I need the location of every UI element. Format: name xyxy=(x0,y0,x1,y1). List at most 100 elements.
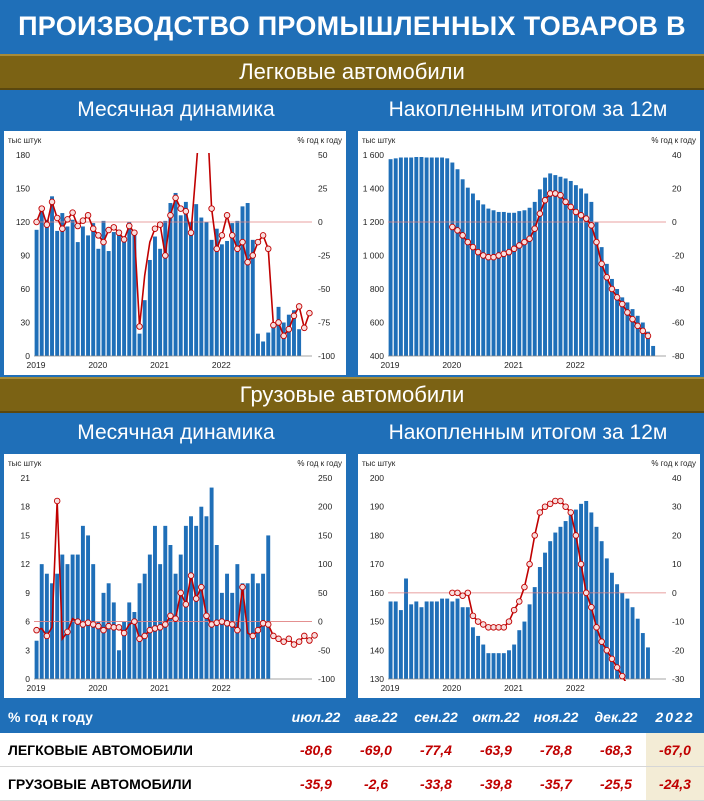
trucks-monthly-svg: тыс штук % год к году 0 3 6 9 12 15 18 21 -100 -50 0… xyxy=(8,459,342,693)
bar xyxy=(219,592,224,679)
trucks-12m-svg: тыс штук % год к году 130 140 150 160 170 180 19… xyxy=(362,459,696,693)
x-tick-label: 2020 xyxy=(88,360,107,370)
bar xyxy=(501,211,506,356)
bar xyxy=(189,222,193,356)
bar xyxy=(96,621,101,679)
table-year-cell: -24,3 xyxy=(646,766,704,801)
bar xyxy=(589,512,594,679)
yoy-point xyxy=(618,300,626,308)
bar xyxy=(266,535,271,679)
bar xyxy=(271,322,276,356)
bar xyxy=(419,607,424,679)
y2-tick-label: 30 xyxy=(672,502,682,512)
y-tick-label: 30 xyxy=(21,318,31,328)
bar xyxy=(491,210,496,356)
y2-tick-label: 0 xyxy=(318,217,323,227)
y2-tick-label: -75 xyxy=(318,318,331,328)
bar xyxy=(111,232,116,356)
bar xyxy=(292,310,296,356)
trucks-12m-title: Накопленным итогом за 12м xyxy=(388,421,668,444)
bar xyxy=(147,259,152,356)
yoy-point xyxy=(43,632,51,640)
bar xyxy=(414,157,419,356)
yoy-point xyxy=(172,194,179,202)
bar xyxy=(230,223,235,356)
bar xyxy=(568,515,573,679)
yoy-point xyxy=(74,222,82,230)
yoy-point xyxy=(213,245,221,253)
yoy-point xyxy=(115,624,123,631)
yoy-point xyxy=(33,626,40,634)
y-tick-label: 180 xyxy=(370,530,384,540)
bar xyxy=(101,220,106,356)
y2-tick-label: -25 xyxy=(318,251,331,261)
bar xyxy=(429,157,434,356)
bar xyxy=(178,554,183,679)
yoy-point xyxy=(239,238,246,246)
yoy-point xyxy=(95,232,102,239)
yoy-point xyxy=(644,332,652,340)
yoy-point xyxy=(608,285,616,293)
x-tick-label: 2019 xyxy=(381,683,400,693)
yoy-point xyxy=(280,638,287,645)
yoy-point xyxy=(182,208,190,215)
yoy-point xyxy=(464,238,472,246)
bar xyxy=(404,578,408,679)
y-tick-label: 170 xyxy=(370,559,384,569)
y-tick-label: 1 200 xyxy=(363,217,385,227)
table-month-header: сен.22 xyxy=(406,700,466,733)
table-cell: -68,3 xyxy=(586,733,646,767)
table-cell: -78,8 xyxy=(526,733,586,767)
bar xyxy=(194,204,199,356)
yoy-point xyxy=(167,212,174,219)
bar xyxy=(573,185,578,356)
bar xyxy=(183,201,188,356)
bar xyxy=(543,552,547,679)
bar xyxy=(646,647,650,679)
bar xyxy=(127,222,132,356)
trucks-monthly-chart: тыс штук % год к году 0 3 6 9 12 15 18 21 -100 -50 0… xyxy=(4,454,346,698)
yoy-point xyxy=(100,626,107,634)
bar xyxy=(594,222,599,356)
yoy-point xyxy=(136,635,143,643)
bar xyxy=(55,573,60,679)
yoy-point xyxy=(234,245,241,253)
table-month-header: авг.22 xyxy=(346,700,406,733)
bar xyxy=(512,644,517,679)
yoy-point xyxy=(598,260,605,268)
bar xyxy=(553,175,558,356)
yoy-point xyxy=(228,621,236,628)
page-title: ПРОИЗВОДСТВО ПРОМЫШЛЕННЫХ ТОВАРОВ В РФ xyxy=(0,0,704,93)
y-tick-label: 18 xyxy=(21,502,31,512)
x-tick-label: 2022 xyxy=(566,683,585,693)
bar xyxy=(178,215,183,356)
bar xyxy=(615,289,620,356)
bar xyxy=(651,345,656,356)
cars-12m-chart: тыс штук% год к году 400 600 800 1 000 1 200 1… xyxy=(358,131,700,375)
yoy-point xyxy=(156,624,164,631)
yoy-point xyxy=(270,321,277,329)
yoy-point xyxy=(505,248,513,256)
bar xyxy=(522,210,527,356)
yoy-point xyxy=(151,225,159,232)
bar xyxy=(579,188,584,356)
y-tick-label: 600 xyxy=(370,318,384,328)
yoy-point xyxy=(84,212,92,219)
bar xyxy=(204,516,209,679)
bar xyxy=(445,598,450,679)
yoy-point xyxy=(546,500,554,508)
table-month-header: ноя.22 xyxy=(526,700,586,733)
bar xyxy=(424,157,429,356)
yoy-point xyxy=(105,622,112,630)
yoy-point xyxy=(275,319,282,326)
yoy-point xyxy=(270,632,277,640)
yoy-point xyxy=(572,208,580,216)
y-tick-label: 800 xyxy=(370,284,384,294)
yoy-point xyxy=(53,214,61,222)
y2-tick-label: -80 xyxy=(672,351,685,361)
yoy-point xyxy=(526,235,533,242)
yoy-point xyxy=(454,227,461,234)
yoy-point xyxy=(557,497,564,505)
bar xyxy=(281,322,286,356)
yoy-point xyxy=(244,258,251,266)
